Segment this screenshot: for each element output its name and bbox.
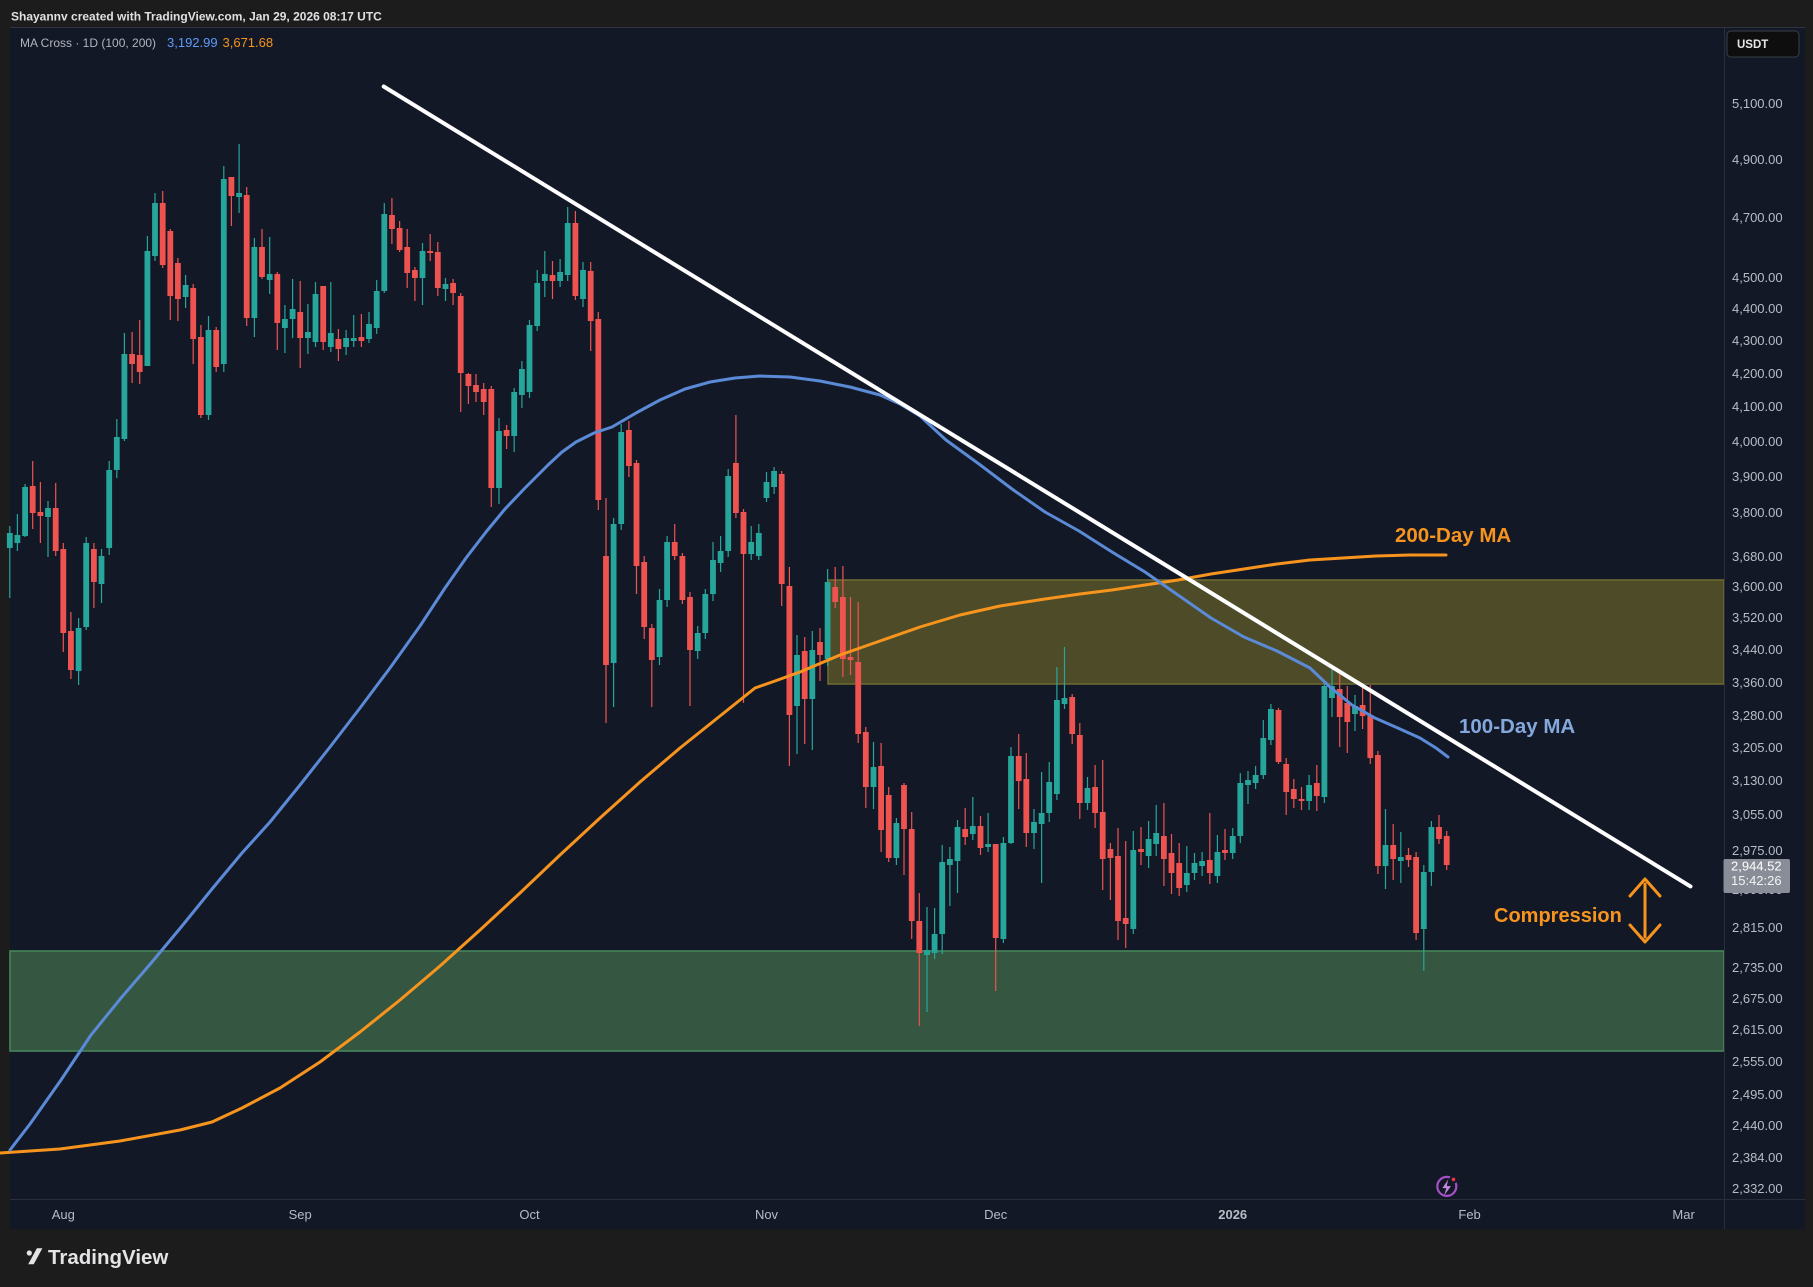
- svg-text:3,680.00: 3,680.00: [1732, 549, 1783, 564]
- svg-text:3,280.00: 3,280.00: [1732, 708, 1783, 723]
- svg-text:2,440.00: 2,440.00: [1732, 1118, 1783, 1133]
- svg-text:2,815.00: 2,815.00: [1732, 920, 1783, 935]
- svg-text:5,100.00: 5,100.00: [1732, 96, 1783, 111]
- svg-text:Feb: Feb: [1458, 1207, 1480, 1222]
- svg-text:100-Day MA: 100-Day MA: [1459, 715, 1575, 738]
- svg-text:Nov: Nov: [755, 1207, 779, 1222]
- svg-text:200-Day MA: 200-Day MA: [1395, 524, 1511, 547]
- svg-text:2,495.00: 2,495.00: [1732, 1087, 1783, 1102]
- svg-text:TradingView: TradingView: [48, 1246, 168, 1269]
- svg-text:15:42:26: 15:42:26: [1731, 873, 1782, 888]
- svg-text:Oct: Oct: [519, 1207, 540, 1222]
- svg-text:2,555.00: 2,555.00: [1732, 1054, 1783, 1069]
- svg-text:4,200.00: 4,200.00: [1732, 366, 1783, 381]
- svg-text:3,130.00: 3,130.00: [1732, 773, 1783, 788]
- svg-text:2,384.00: 2,384.00: [1732, 1150, 1783, 1165]
- svg-text:3,671.68: 3,671.68: [223, 35, 274, 50]
- svg-text:4,400.00: 4,400.00: [1732, 301, 1783, 316]
- svg-text:3,600.00: 3,600.00: [1732, 579, 1783, 594]
- svg-text:Shayannv created with TradingV: Shayannv created with TradingView.com, J…: [11, 10, 382, 24]
- svg-text:4,100.00: 4,100.00: [1732, 399, 1783, 414]
- svg-text:3,360.00: 3,360.00: [1732, 675, 1783, 690]
- svg-text:2,615.00: 2,615.00: [1732, 1022, 1783, 1037]
- svg-text:2,975.00: 2,975.00: [1732, 843, 1783, 858]
- svg-text:4,000.00: 4,000.00: [1732, 434, 1783, 449]
- svg-text:3,055.00: 3,055.00: [1732, 807, 1783, 822]
- svg-text:3,800.00: 3,800.00: [1732, 505, 1783, 520]
- svg-text:Sep: Sep: [289, 1207, 312, 1222]
- svg-text:4,500.00: 4,500.00: [1732, 270, 1783, 285]
- svg-text:3,900.00: 3,900.00: [1732, 469, 1783, 484]
- svg-text:4,300.00: 4,300.00: [1732, 333, 1783, 348]
- svg-text:3,205.00: 3,205.00: [1732, 740, 1783, 755]
- svg-text:Mar: Mar: [1672, 1207, 1695, 1222]
- svg-text:Dec: Dec: [984, 1207, 1008, 1222]
- svg-text:2,332.00: 2,332.00: [1732, 1181, 1783, 1196]
- svg-text:2,675.00: 2,675.00: [1732, 991, 1783, 1006]
- svg-text:USDT: USDT: [1737, 39, 1768, 51]
- svg-text:2026: 2026: [1218, 1207, 1247, 1222]
- svg-text:3,440.00: 3,440.00: [1732, 642, 1783, 657]
- svg-text:3,192.99: 3,192.99: [167, 35, 218, 50]
- svg-text:4,900.00: 4,900.00: [1732, 152, 1783, 167]
- svg-text:4,700.00: 4,700.00: [1732, 210, 1783, 225]
- svg-text:MA Cross · 1D (100, 200): MA Cross · 1D (100, 200): [20, 36, 156, 50]
- svg-text:2,735.00: 2,735.00: [1732, 960, 1783, 975]
- svg-text:Aug: Aug: [52, 1207, 75, 1222]
- svg-text:Compression: Compression: [1494, 905, 1622, 927]
- svg-text:3,520.00: 3,520.00: [1732, 610, 1783, 625]
- svg-text:2,944.52: 2,944.52: [1731, 859, 1782, 874]
